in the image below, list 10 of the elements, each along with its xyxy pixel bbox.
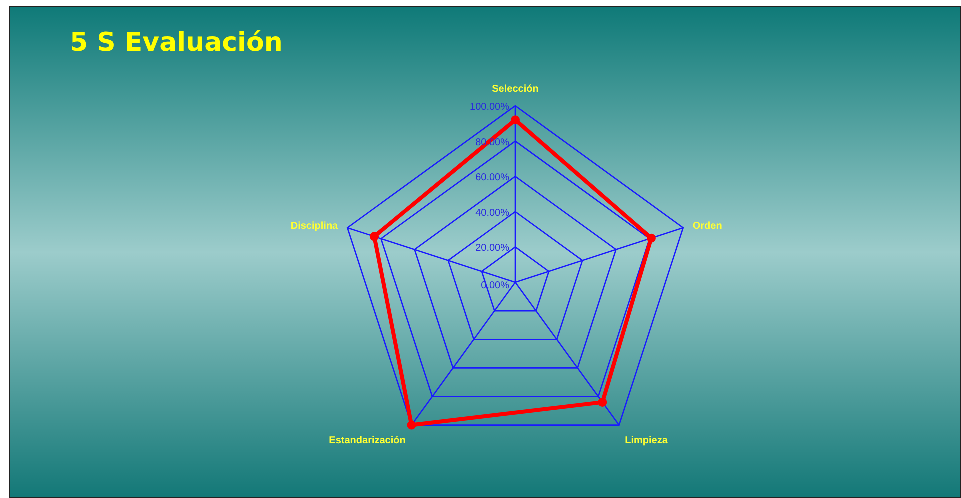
spoke-label: Selección: [492, 84, 539, 95]
y-tick-label: 20.00%: [476, 243, 510, 254]
y-tick-label: 60.00%: [476, 172, 510, 184]
y-tick-label: 40.00%: [476, 208, 510, 219]
spoke-label: Limpieza: [625, 435, 668, 446]
chart-title: 5 S Evaluación: [70, 28, 283, 58]
spoke-label: Estandarización: [329, 435, 406, 446]
spoke-label: Orden: [692, 220, 722, 232]
spoke-label: Disciplina: [290, 220, 339, 232]
y-tick-label: 100.00%: [470, 102, 510, 113]
